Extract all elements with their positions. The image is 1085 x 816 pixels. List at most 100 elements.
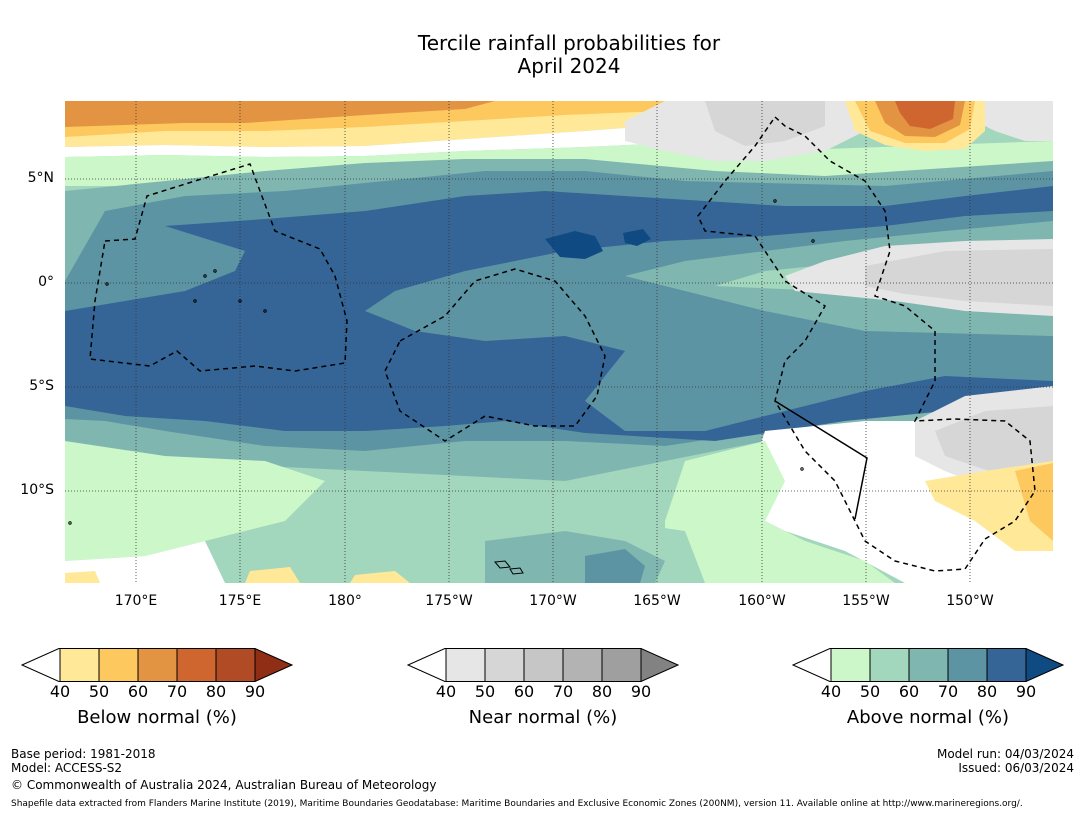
legend-above-normal-colorbar [791,647,1065,683]
legend-below-cap-left [20,647,61,683]
legend-above-swatch-90 [986,648,1027,682]
above-normal-90-core-1 [545,231,603,259]
below-normal-south-blob-3 [65,571,100,583]
lat-label-0: 0° [38,274,54,290]
rainfall-probability-map [65,101,1053,583]
near-normal-se-50 [935,406,1053,476]
base-period-text: Base period: 1981-2018 [11,747,156,761]
lon-label-155w: 155°W [842,593,890,609]
above-normal-se-40 [665,441,895,583]
legend-above-swatch-50 [830,648,871,682]
footer-right-info: Model run: 04/03/2024 Issued: 06/03/2024 [936,747,1074,775]
legend-below-swatch-70 [137,648,178,682]
lat-label-5n: 5°N [27,170,54,186]
lon-label-180: 180° [328,593,362,609]
eez-boundary-kiribati-line [697,115,1036,572]
legend-above-swatch-60 [869,648,910,682]
legend-above-tick-50: 50 [859,682,881,701]
island-2 [509,567,524,575]
graticule [65,101,1053,583]
above-normal-90-core-2 [623,229,651,246]
legend-below-tick-60: 60 [127,682,149,701]
legend-above-swatch-70 [908,648,949,682]
below-normal-south-blob-2 [350,571,410,583]
copyright-text: © Commonwealth of Australia 2024, Austra… [11,778,437,792]
above-normal-south-70 [585,549,645,583]
legend-near-swatch-90 [601,648,642,682]
legend-near-cap-left [406,647,447,683]
legend-below-swatch-80 [176,648,217,682]
shapefile-attribution-text: Shapefile data extracted from Flanders M… [11,799,1023,809]
legend-above-tick-90: 90 [1015,682,1037,701]
chart-title-line-2: April 2024 [517,54,621,78]
model-text: Model: ACCESS-S2 [11,760,123,775]
legend-near-tick-80: 80 [591,682,613,701]
legend-below-tick-50: 50 [88,682,110,701]
legend-below-tick-40: 40 [49,682,71,701]
near-normal-ne-40b [975,101,1053,141]
lon-label-170w: 170°W [529,593,577,609]
legend-above-swatch-80 [947,648,988,682]
near-normal-east-50 [865,249,1053,306]
eez-boundary-kiribati-phoenix [384,268,606,442]
above-normal-80-band [65,186,1053,441]
legend-near-tick-40: 40 [435,682,457,701]
legend-near-tick-60: 60 [513,682,535,701]
lon-label-150w: 150°W [946,593,994,609]
legend-below-tick-80: 80 [205,682,227,701]
lon-label-175w: 175°W [425,593,473,609]
legend-above-tick-80: 80 [976,682,998,701]
legend-near-normal-colorbar [406,647,680,683]
island-1 [494,560,511,569]
legend-below-tick-70: 70 [166,682,188,701]
legend-above-title: Above normal (%) [846,707,1010,728]
legend-near-title: Near normal (%) [468,707,618,728]
eez-boundaries [89,115,1036,572]
legend-near-tick-70: 70 [552,682,574,701]
above-normal-sw-40 [65,441,325,561]
legend-near-tick-50: 50 [474,682,496,701]
lon-label-175e: 175°E [218,593,262,609]
legend-near-swatch-70 [523,648,564,682]
legend-above-cap-left [791,647,832,683]
neutral-sw-white [65,541,225,583]
maritime-boundary-solid [774,400,868,520]
lon-label-165w: 165°W [633,593,681,609]
footer-left-info: Base period: 1981-2018 Model: ACCESS-S2 [11,747,156,775]
legend-below-tick-90: 90 [244,682,266,701]
islands [68,199,815,575]
neutral-north-strip [65,121,715,157]
legend-below-cap-right [254,647,294,683]
lon-label-160w: 160°W [738,593,786,609]
lon-label-170e: 170°E [114,593,158,609]
below-normal-se-50 [1015,463,1053,541]
eez-boundary-kiribati-gilbert [89,163,348,372]
legend-below-swatch-90 [215,648,256,682]
legend-below-normal-colorbar [20,647,294,683]
below-normal-ne-70 [895,101,955,129]
legend-near-cap-right [640,647,680,683]
issued-text: Issued: 06/03/2024 [958,760,1074,775]
legend-above-tick-60: 60 [898,682,920,701]
model-run-text: Model run: 04/03/2024 [936,747,1074,761]
legend-below-swatch-60 [98,648,139,682]
legend-above-tick-40: 40 [820,682,842,701]
legend-below-ticks: 40 50 60 70 80 90 [21,682,293,702]
legend-near-swatch-80 [562,648,603,682]
legend-near-swatch-60 [484,648,525,682]
legend-above-cap-right [1025,647,1065,683]
legend-above-ticks: 40 50 60 70 80 90 [792,682,1064,702]
legend-near-ticks: 40 50 60 70 80 90 [407,682,679,702]
legend-near-tick-90: 90 [630,682,652,701]
chart-title-line-1: Tercile rainfall probabilities for [417,31,721,55]
below-normal-south-blob-1 [245,567,300,583]
neutral-southeast [745,421,1053,583]
legend-below-swatch-50 [59,648,100,682]
below-normal-north-60 [65,101,495,127]
legend-below-title: Below normal (%) [77,707,237,728]
near-normal-ne-50 [705,101,825,146]
lat-label-5s: 5°S [29,378,54,394]
legend-near-swatch-50 [445,648,486,682]
lat-label-10s: 10°S [20,482,54,498]
legend-above-tick-70: 70 [937,682,959,701]
